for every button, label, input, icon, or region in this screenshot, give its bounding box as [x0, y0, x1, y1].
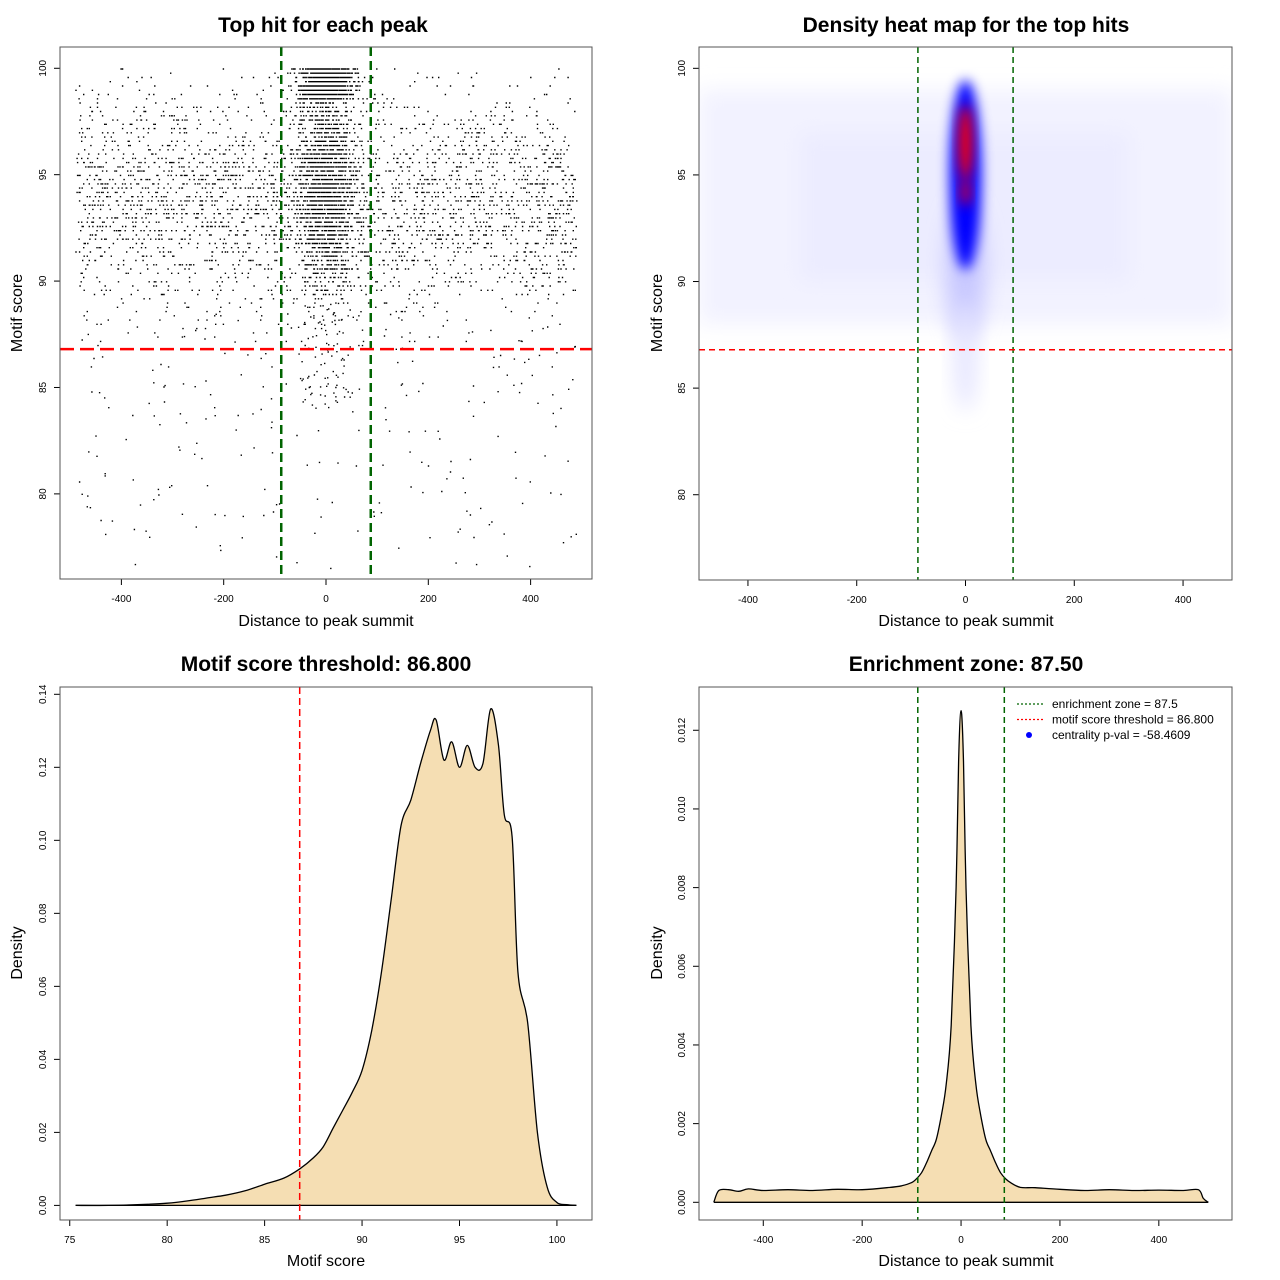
plot-frame: [59, 46, 593, 580]
x-tick-label: -400: [738, 595, 758, 606]
y-axis-label: Motif score: [649, 274, 666, 352]
x-axis-label: Motif score: [287, 1253, 365, 1270]
density-fill: [75, 708, 577, 1206]
y-tick-label: 0.002: [677, 1111, 688, 1136]
panel-density-heatmap: Density heat map for the top hits -400 -2…: [649, 14, 1233, 630]
y-tick-label: 0.006: [677, 953, 688, 978]
y-tick-label: 85: [38, 381, 49, 393]
legend-entry-label: centrality p-val = -58.4609: [1052, 728, 1191, 742]
y-tick-label: 0.14: [38, 684, 49, 704]
y-tick-label: 0.000: [677, 1189, 688, 1214]
x-tick-label: 400: [1175, 595, 1192, 606]
x-tick-label: -400: [111, 594, 131, 605]
heatmap-hotspot-lower: [960, 177, 971, 206]
scatter-points: [75, 68, 578, 570]
x-tick-label: -200: [214, 594, 234, 605]
x-tick-label: -200: [847, 595, 867, 606]
x-tick-label: 400: [1150, 1235, 1167, 1246]
y-tick-label: 0.02: [38, 1122, 49, 1142]
x-tick-label: -400: [753, 1235, 773, 1246]
axis-ticks: -400 -200 0 200 400 80 85 90 95 100: [677, 60, 1192, 606]
chart-title: Top hit for each peak: [218, 14, 428, 37]
chart-title: Enrichment zone: 87.50: [849, 653, 1084, 676]
y-tick-label: 80: [38, 488, 49, 500]
y-tick-label: 0.008: [677, 875, 688, 900]
x-tick-label: 90: [356, 1235, 368, 1246]
y-tick-label: 95: [38, 169, 49, 181]
density-curve: [713, 709, 1209, 1203]
y-tick-label: 0.00: [38, 1195, 49, 1215]
y-tick-label: 0.10: [38, 830, 49, 850]
axis-ticks: -400 -200 0 200 400 0.000 0.002 0.004 0.006 0.008…: [677, 717, 1168, 1246]
x-tick-label: 0: [958, 1235, 964, 1246]
y-tick-label: 0.004: [677, 1032, 688, 1057]
chart-title: Density heat map for the top hits: [803, 14, 1130, 37]
axis-ticks: 75 80 85 90 95 100 0.00 0.02 0.04 0.06 0.08 0.10 0.1…: [38, 684, 566, 1246]
x-tick-label: -200: [852, 1235, 872, 1246]
y-axis-label: Motif score: [9, 274, 26, 352]
reference-lines: [917, 687, 1006, 1220]
plot-frame: [698, 46, 1233, 581]
y-tick-label: 85: [677, 382, 688, 394]
y-tick-label: 0.012: [677, 717, 688, 742]
density-fill: [713, 710, 1209, 1203]
y-tick-label: 95: [677, 169, 688, 181]
heatmap-tail: [953, 301, 978, 412]
density-area: [75, 708, 577, 1207]
x-tick-label: 200: [1052, 1235, 1069, 1246]
x-axis-label: Distance to peak summit: [238, 613, 414, 630]
x-tick-label: 85: [259, 1235, 271, 1246]
x-tick-label: 95: [454, 1235, 466, 1246]
y-tick-label: 90: [38, 275, 49, 287]
panel-enrichment-zone-density: Enrichment zone: 87.50 -400 -200 0 200 400 0.…: [649, 653, 1233, 1270]
x-tick-label: 80: [162, 1235, 174, 1246]
legend-entry-label: motif score threshold = 86.800: [1052, 713, 1214, 727]
y-tick-label: 0.12: [38, 757, 49, 777]
legend-entry-label: enrichment zone = 87.5: [1052, 697, 1178, 711]
heatmap-cells: [699, 79, 1232, 412]
y-axis-label: Density: [9, 926, 26, 979]
y-tick-label: 0.08: [38, 903, 49, 923]
x-axis-label: Distance to peak summit: [878, 613, 1054, 630]
x-tick-label: 0: [963, 595, 969, 606]
axis-ticks: -400 -200 0 200 400 80 85 90 95 100: [38, 60, 539, 605]
legend: enrichment zone = 87.5 motif score thresh…: [1017, 697, 1214, 742]
x-axis-label: Distance to peak summit: [878, 1253, 1054, 1270]
y-tick-label: 0.06: [38, 976, 49, 996]
legend-point-marker: [1026, 732, 1032, 738]
y-tick-label: 100: [677, 60, 688, 77]
y-axis-label: Density: [649, 926, 666, 979]
chart-title: Motif score threshold: 86.800: [181, 653, 472, 676]
y-tick-label: 100: [38, 60, 49, 77]
y-tick-label: 0.010: [677, 796, 688, 821]
panel-motif-score-density: Motif score threshold: 86.800 75 80 85 90 95…: [9, 653, 593, 1270]
y-tick-label: 0.04: [38, 1049, 49, 1069]
x-tick-label: 200: [420, 594, 437, 605]
density-area: [713, 709, 1209, 1203]
reference-lines: [60, 47, 592, 579]
x-tick-label: 0: [323, 594, 329, 605]
x-tick-label: 75: [64, 1235, 76, 1246]
x-tick-label: 200: [1066, 595, 1083, 606]
panel-scatter-top-hits: Top hit for each peak -400 -200 0 200 400 80 8…: [9, 14, 593, 630]
x-tick-label: 400: [522, 594, 539, 605]
scatter-point-cloud: [75, 68, 578, 570]
density-curve: [75, 708, 577, 1207]
plot-frame: [59, 686, 593, 1221]
y-tick-label: 90: [677, 276, 688, 288]
reference-lines: [699, 47, 1232, 580]
x-tick-label: 100: [549, 1235, 566, 1246]
y-tick-label: 80: [677, 489, 688, 501]
plot-frame: [698, 686, 1233, 1221]
heatmap-hotspot: [958, 104, 973, 181]
